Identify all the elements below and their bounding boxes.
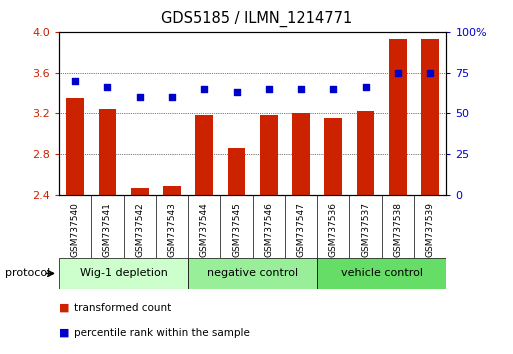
Text: GSM737542: GSM737542 [135,202,144,257]
Bar [260,115,278,195]
Bar [131,188,149,195]
Text: GSM737537: GSM737537 [361,202,370,257]
Bar [357,111,374,195]
Point [168,94,176,100]
Point [71,78,79,84]
Bar [324,118,342,195]
Text: GSM737536: GSM737536 [329,202,338,257]
Text: GSM737544: GSM737544 [200,202,209,257]
Point [394,70,402,75]
Bar [421,39,439,195]
Point [329,86,338,92]
Bar [188,258,317,289]
Text: percentile rank within the sample: percentile rank within the sample [74,328,250,338]
Point [200,86,208,92]
Text: GSM737538: GSM737538 [393,202,402,257]
Bar [292,113,310,195]
Bar [389,39,407,195]
Point [232,89,241,95]
Bar [228,148,245,195]
Point [135,94,144,100]
Text: GSM737547: GSM737547 [297,202,306,257]
Bar [195,115,213,195]
Text: GSM737546: GSM737546 [264,202,273,257]
Point [103,84,111,90]
Text: ■: ■ [59,328,69,338]
Text: GSM737545: GSM737545 [232,202,241,257]
Text: Wig-1 depletion: Wig-1 depletion [80,268,167,279]
Text: negative control: negative control [207,268,298,279]
Bar [163,185,181,195]
Point [297,86,305,92]
Text: protocol: protocol [5,268,50,279]
Bar [59,258,188,289]
Text: GSM737539: GSM737539 [426,202,435,257]
Text: GSM737541: GSM737541 [103,202,112,257]
Point [265,86,273,92]
Point [362,84,370,90]
Point [426,70,435,75]
Text: GDS5185 / ILMN_1214771: GDS5185 / ILMN_1214771 [161,11,352,27]
Text: transformed count: transformed count [74,303,172,313]
Text: vehicle control: vehicle control [341,268,423,279]
Text: ■: ■ [59,303,69,313]
Bar [98,109,116,195]
Text: GSM737543: GSM737543 [167,202,176,257]
Bar [66,98,84,195]
Text: GSM737540: GSM737540 [71,202,80,257]
Bar [317,258,446,289]
